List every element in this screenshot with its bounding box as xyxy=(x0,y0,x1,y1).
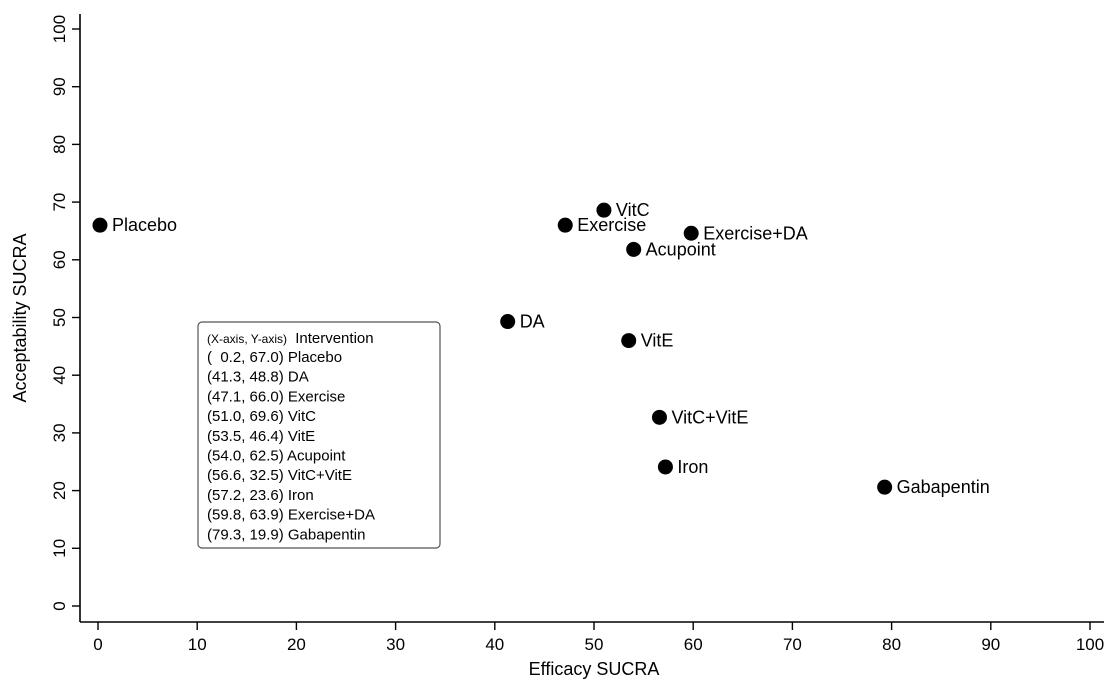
legend-line-6: (56.6, 32.5) VitC+VitE xyxy=(207,467,352,484)
legend-line-8: (59.8, 63.9) Exercise+DA xyxy=(207,507,375,524)
point-label-vitc-vite: VitC+VitE xyxy=(671,407,748,427)
legend-line-9: (79.3, 19.9) Gabapentin xyxy=(207,526,365,543)
x-ticks: 0 10 20 30 40 50 60 70 80 90 100 xyxy=(93,622,1104,654)
point-label-gabapentin: Gabapentin xyxy=(897,477,990,497)
point-iron xyxy=(657,459,673,475)
legend-header: (X-axis, Y-axis) Intervention xyxy=(207,330,374,347)
x-axis-title: Efficacy SUCRA xyxy=(529,659,660,679)
point-label-acupoint: Acupoint xyxy=(646,239,716,259)
point-label-exercise: Exercise xyxy=(577,215,646,235)
y-tick-label-7: 70 xyxy=(50,193,69,212)
point-gabapentin xyxy=(877,479,893,495)
y-tick-label-5: 50 xyxy=(50,308,69,327)
legend-lines: ( 0.2, 67.0) Placebo (41.3, 48.8) DA (47.1… xyxy=(207,349,375,543)
point-exercise xyxy=(557,217,573,233)
y-tick-label-3: 30 xyxy=(50,423,69,442)
x-tick-label-10: 100 xyxy=(1076,635,1104,654)
x-tick-label-0: 0 xyxy=(93,635,102,654)
legend-line-5: (54.0, 62.5) Acupoint xyxy=(207,448,346,465)
point-exercise-da xyxy=(683,225,699,241)
y-tick-label-8: 80 xyxy=(50,135,69,154)
legend-box xyxy=(197,321,441,549)
x-tick-label-5: 50 xyxy=(585,635,604,654)
legend-header-intervention: Intervention xyxy=(295,330,373,347)
y-tick-label-9: 90 xyxy=(50,77,69,96)
legend-header-axes: (X-axis, Y-axis) xyxy=(207,332,287,346)
point-da xyxy=(500,314,516,330)
x-tick-label-9: 90 xyxy=(981,635,1000,654)
point-acupoint xyxy=(626,241,642,257)
legend-line-0: ( 0.2, 67.0) Placebo xyxy=(207,349,342,366)
x-tick-label-7: 70 xyxy=(783,635,802,654)
y-tick-label-2: 20 xyxy=(50,481,69,500)
y-tick-label-6: 60 xyxy=(50,250,69,269)
point-vitc xyxy=(596,202,612,218)
x-tick-label-6: 60 xyxy=(684,635,703,654)
y-ticks: 0 10 20 30 40 50 60 70 80 90 100 xyxy=(50,15,80,611)
y-tick-label-10: 100 xyxy=(50,15,69,43)
legend-line-7: (57.2, 23.6) Iron xyxy=(207,487,314,504)
point-label-exercise-da: Exercise+DA xyxy=(703,223,808,243)
point-label-iron: Iron xyxy=(677,457,708,477)
y-tick-label-4: 40 xyxy=(50,366,69,385)
x-tick-label-2: 20 xyxy=(287,635,306,654)
point-vitc-vite xyxy=(651,409,667,425)
y-tick-label-0: 0 xyxy=(50,601,69,610)
y-tick-label-1: 10 xyxy=(50,539,69,558)
point-label-vitc: VitC xyxy=(616,200,650,220)
x-tick-label-3: 30 xyxy=(386,635,405,654)
x-tick-label-1: 10 xyxy=(188,635,207,654)
x-tick-label-8: 80 xyxy=(882,635,901,654)
legend-line-2: (47.1, 66.0) Exercise xyxy=(207,388,345,405)
legend: (X-axis, Y-axis) Intervention ( 0.2, 67.… xyxy=(197,321,441,549)
legend-line-1: (41.3, 48.8) DA xyxy=(207,369,309,386)
legend-line-3: (51.0, 69.6) VitC xyxy=(207,408,316,425)
point-label-da: DA xyxy=(520,312,545,332)
y-axis-title: Acceptability SUCRA xyxy=(10,233,30,402)
point-vite xyxy=(621,333,637,349)
point-placebo xyxy=(92,217,108,233)
x-tick-label-4: 40 xyxy=(485,635,504,654)
point-label-vite: VitE xyxy=(641,331,674,351)
legend-line-4: (53.5, 46.4) VitE xyxy=(207,428,315,445)
point-label-placebo: Placebo xyxy=(112,215,177,235)
